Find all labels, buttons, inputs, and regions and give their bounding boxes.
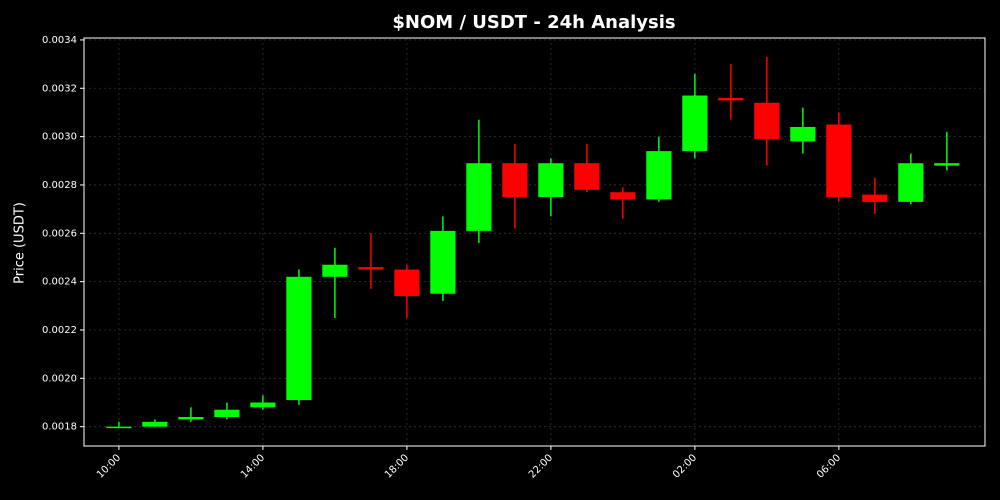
- candle-body: [790, 126, 816, 142]
- candle-body: [826, 124, 852, 198]
- candle-body: [358, 267, 384, 270]
- x-tick-label: 14:00: [239, 452, 267, 480]
- x-tick-label: 02:00: [671, 452, 699, 480]
- y-tick-label: 0.0032: [42, 83, 77, 94]
- x-tick-label: 06:00: [815, 452, 843, 480]
- candle-body: [610, 192, 636, 200]
- candle-body: [646, 151, 672, 200]
- candle-body: [898, 163, 924, 202]
- chart-title: $NOM / USDT - 24h Analysis: [392, 12, 675, 33]
- y-tick-label: 0.0026: [42, 228, 77, 239]
- y-tick-label: 0.0024: [42, 277, 77, 288]
- candle-body: [142, 421, 168, 427]
- candle-body: [250, 402, 276, 408]
- candle-body: [394, 269, 420, 297]
- plot-frame: [83, 37, 986, 447]
- y-tick-label: 0.0022: [42, 325, 77, 336]
- candle-body: [682, 95, 708, 152]
- candle-body: [286, 276, 312, 401]
- candle-body: [106, 426, 132, 429]
- candle-body: [178, 416, 204, 420]
- candle-body: [718, 97, 744, 101]
- x-tick-label: 10:00: [95, 452, 123, 480]
- candle-body: [754, 102, 780, 140]
- candle-body: [538, 163, 564, 198]
- x-tick-label: 22:00: [527, 452, 555, 480]
- candle-body: [466, 163, 492, 231]
- candle-body: [862, 194, 888, 202]
- y-tick-label: 0.0030: [42, 132, 77, 143]
- y-tick-label: 0.0018: [42, 422, 77, 433]
- candle-body: [430, 230, 456, 294]
- y-tick-label: 0.0020: [42, 373, 77, 384]
- candle-body: [934, 163, 960, 166]
- y-tick-label: 0.0028: [42, 180, 77, 191]
- candle-body: [322, 264, 348, 277]
- y-tick-label: 0.0034: [42, 35, 77, 46]
- candle-body: [214, 409, 240, 417]
- y-axis-label: Price (USDT): [13, 202, 28, 284]
- candle-body: [574, 163, 600, 190]
- candle-body: [502, 163, 528, 198]
- x-tick-label: 18:00: [383, 452, 411, 480]
